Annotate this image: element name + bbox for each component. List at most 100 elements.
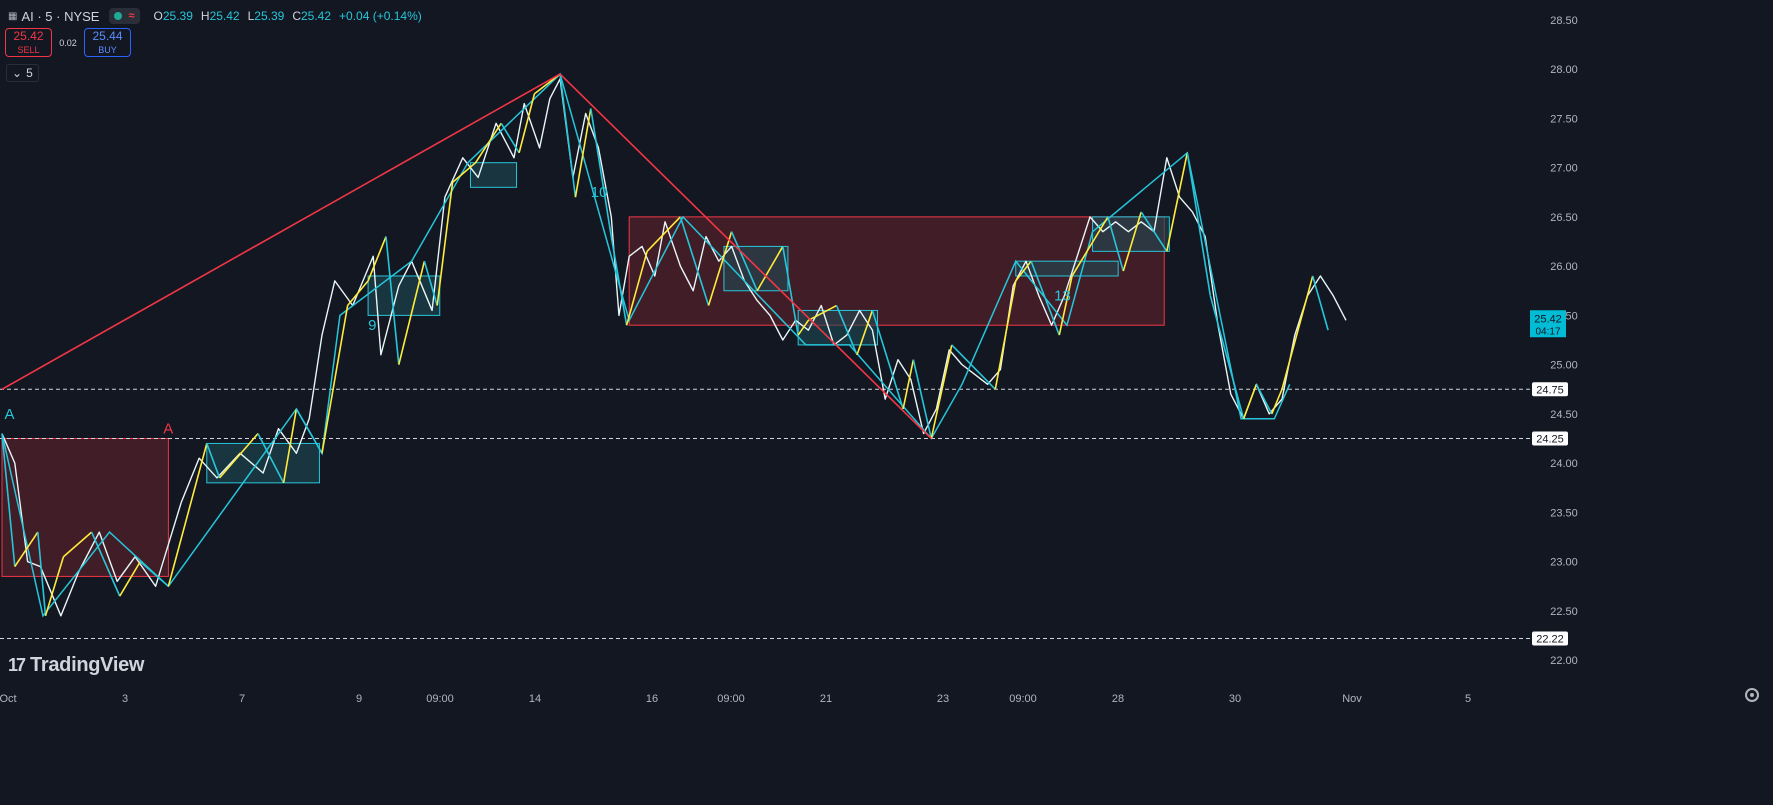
range-box-teal-2 xyxy=(206,442,320,484)
zigzag-segment-16 xyxy=(346,280,369,307)
zigzag-segment-30 xyxy=(610,236,628,326)
x-tick-label-9: 23 xyxy=(937,693,949,705)
indicator-count: 5 xyxy=(26,66,33,80)
zigzag-segment-13 xyxy=(282,408,298,483)
zigzag-segment-58 xyxy=(1242,384,1258,420)
zigzag-segment-9 xyxy=(167,443,208,587)
buy-button[interactable]: 25.44 BUY xyxy=(84,28,131,57)
zigzag-segment-5 xyxy=(62,531,93,558)
buy-price: 25.44 xyxy=(92,28,123,43)
trend-line-1[interactable] xyxy=(559,73,932,440)
price-axis-area[interactable] xyxy=(1530,0,1773,805)
zigzag-segment-56 xyxy=(1186,152,1212,296)
y-tick-label-7: 25.00 xyxy=(1550,360,1578,372)
zigzag-segment-34 xyxy=(707,231,733,306)
zigzag-segment-38 xyxy=(797,319,810,336)
legend-bar: ▦ AI · 5 · NYSE ≈ O25.39 H25.42 L25.39 C… xyxy=(8,6,422,26)
open-value: 25.39 xyxy=(162,9,193,23)
zigzag-segment-32 xyxy=(646,216,681,252)
zigzag-segment-33 xyxy=(679,216,710,306)
zigzag-segment-53 xyxy=(1122,211,1142,272)
zigzag-segment-24 xyxy=(500,122,520,154)
annotation-label-4: 13 xyxy=(1054,288,1071,305)
x-tick-label-10: 09:00 xyxy=(1009,693,1037,705)
indicator-collapse-toggle[interactable]: ⌄ 5 xyxy=(6,64,39,82)
range-box-teal-3 xyxy=(367,275,441,316)
annotation-label-1: A xyxy=(163,421,173,438)
annotation-label-2: 9 xyxy=(368,317,376,334)
sell-label: SELL xyxy=(17,44,40,55)
market-open-dot-icon xyxy=(114,12,123,20)
level-tag-bg-2 xyxy=(1532,631,1568,646)
tradingview-brand[interactable]: 17 TradingView xyxy=(8,654,144,677)
x-tick-label-11: 28 xyxy=(1112,693,1124,705)
y-tick-label-12: 22.50 xyxy=(1550,606,1578,618)
x-tick-label-13: Nov xyxy=(1342,693,1362,705)
level-tag-2: 22.22 xyxy=(1536,633,1564,645)
zigzag-segment-6 xyxy=(90,531,121,597)
level-tag-bg-0 xyxy=(1532,382,1568,397)
change-value: +0.04 (+0.14%) xyxy=(339,9,422,23)
wave-icon: ≈ xyxy=(128,10,135,22)
zigzag-secondary-line xyxy=(1,72,1291,618)
zigzag-segment-28 xyxy=(574,108,592,198)
high-value: 25.42 xyxy=(209,9,240,23)
zigzag-segment-43 xyxy=(902,359,915,410)
zigzag-segment-37 xyxy=(782,246,799,336)
sell-price: 25.42 xyxy=(13,28,44,43)
zigzag-segment-40 xyxy=(835,305,858,356)
zigzag-segment-10 xyxy=(206,443,221,479)
ohlc-values: O25.39 H25.42 L25.39 C25.42 +0.04 (+0.14… xyxy=(154,9,422,23)
x-tick-label-1: 3 xyxy=(122,693,128,705)
zigzag-segment-45 xyxy=(930,344,953,439)
zigzag-segment-51 xyxy=(1071,216,1109,277)
trend-line-0[interactable] xyxy=(1,73,561,390)
y-tick-label-9: 24.00 xyxy=(1550,458,1578,470)
close-value: 25.42 xyxy=(301,9,332,23)
range-box-teal-4 xyxy=(469,162,518,188)
x-tick-label-7: 09:00 xyxy=(717,693,745,705)
zigzag-segment-1 xyxy=(1,433,16,567)
zigzag-segment-42 xyxy=(871,310,904,410)
x-tick-label-2: 7 xyxy=(239,693,245,705)
zigzag-segment-19 xyxy=(398,261,426,365)
y-tick-label-10: 23.50 xyxy=(1550,507,1578,519)
spread-value: 0.02 xyxy=(59,37,77,48)
sell-button[interactable]: 25.42 SELL xyxy=(5,28,52,57)
zigzag-segment-31 xyxy=(625,251,648,326)
zigzag-segment-17 xyxy=(367,236,387,282)
zigzag-segment-18 xyxy=(385,236,400,365)
close-label: C xyxy=(292,9,301,23)
zigzag-segment-14 xyxy=(295,408,323,454)
chart-grid-icon[interactable]: ▦ xyxy=(8,10,18,22)
annotation-label-0: A xyxy=(5,406,15,423)
x-tick-label-3: 9 xyxy=(356,693,362,705)
y-tick-label-3: 27.00 xyxy=(1550,163,1578,175)
zigzag-segment-15 xyxy=(321,305,349,454)
zigzag-segment-52 xyxy=(1107,216,1125,272)
level-tag-0: 24.75 xyxy=(1536,384,1564,396)
zigzag-segment-46 xyxy=(951,344,996,390)
zigzag-segment-39 xyxy=(808,304,837,322)
zigzag-segment-41 xyxy=(856,310,874,356)
range-box-teal-7 xyxy=(1015,260,1119,277)
y-tick-label-11: 23.00 xyxy=(1550,557,1578,569)
x-tick-label-5: 14 xyxy=(529,693,541,705)
settings-icon[interactable] xyxy=(1745,688,1759,702)
y-tick-label-2: 27.50 xyxy=(1550,113,1578,125)
buy-label: BUY xyxy=(98,44,117,55)
zigzag-segment-35 xyxy=(730,231,758,292)
zigzag-segment-12 xyxy=(257,433,285,484)
zigzag-segment-8 xyxy=(139,561,169,587)
x-tick-label-8: 21 xyxy=(820,693,832,705)
zigzag-segment-25 xyxy=(518,93,536,154)
x-tick-label-6: 16 xyxy=(646,693,658,705)
y-tick-label-0: 28.50 xyxy=(1550,15,1578,27)
x-tick-label-0: Oct xyxy=(0,693,17,705)
symbol-title[interactable]: AI · 5 · NYSE xyxy=(21,8,100,24)
zigzag-segment-2 xyxy=(14,531,39,568)
market-status-pill[interactable]: ≈ xyxy=(109,8,140,24)
chevron-down-icon: ⌄ xyxy=(12,66,23,80)
zigzag-segment-57 xyxy=(1209,295,1245,420)
